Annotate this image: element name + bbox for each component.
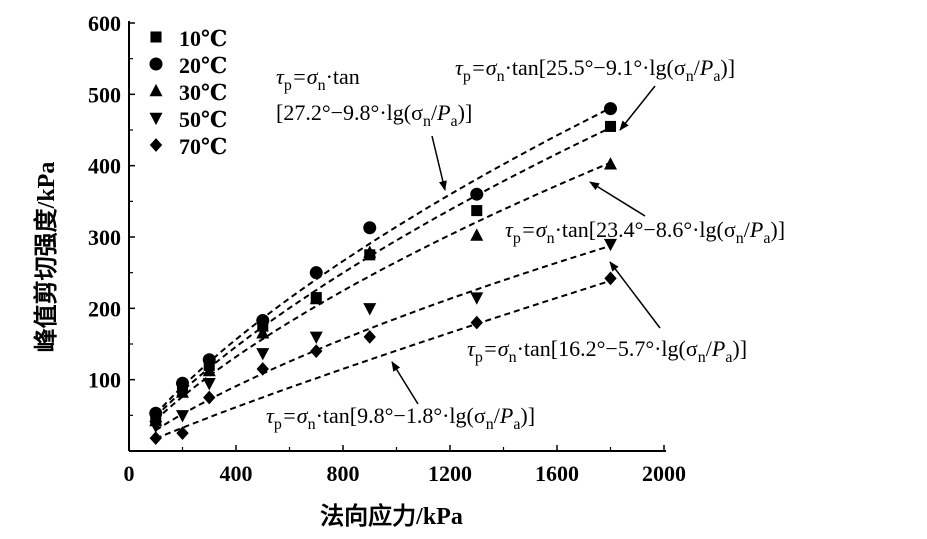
y-tick-label: 400 (88, 154, 121, 179)
data-point (471, 205, 483, 217)
y-tick-label: 600 (88, 11, 121, 36)
legend-label: 30℃ (179, 80, 227, 105)
axes: 0 400 800 1200 1600 2000 100 200 300 400 500 600 法向应… (32, 11, 686, 530)
series-70c (149, 271, 617, 445)
data-point (149, 420, 163, 434)
legend-label: 50℃ (179, 107, 227, 132)
equation-70c: τp=σn·tan[9.8°−1.8°·lg(σn/Pa)] (266, 403, 535, 433)
data-point (604, 120, 617, 132)
data-point (363, 303, 377, 316)
series-20c (149, 102, 617, 420)
data-point (176, 410, 189, 423)
data-point (202, 363, 216, 377)
x-tick-label: 1600 (535, 461, 579, 486)
legend-label: 70℃ (179, 134, 227, 159)
legend-label: 20℃ (179, 53, 227, 78)
legend-marker (149, 57, 163, 71)
data-point (176, 376, 189, 390)
arrow-30c (589, 181, 646, 217)
data-point (203, 390, 216, 405)
fit-curve-50c (155, 244, 611, 432)
data-point (202, 378, 216, 391)
legend-marker (149, 138, 163, 152)
x-tick-label: 400 (220, 461, 253, 486)
x-tick-label: 1200 (428, 461, 472, 486)
data-point (604, 157, 617, 170)
arrow-10c (619, 85, 656, 131)
fit-curve-30c (155, 161, 611, 421)
x-tick-label: 800 (327, 461, 360, 486)
data-point (256, 313, 270, 327)
legend-marker (150, 31, 162, 43)
data-point (202, 353, 216, 367)
data-point (149, 431, 162, 445)
legend: 10℃20℃30℃50℃70℃ (149, 26, 227, 159)
data-point (176, 426, 189, 440)
y-tick-label: 300 (88, 225, 121, 250)
x-tick-label: 2000 (642, 461, 686, 486)
data-point (363, 330, 376, 344)
data-point (309, 266, 323, 280)
legend-label: 10℃ (179, 26, 227, 51)
equation-20c-line2: [27.2°−9.8°·lg(σn/Pa)] (276, 100, 472, 130)
y-axis-title: 峰值剪切强度/kPa (32, 162, 60, 353)
fit-curve-10c (155, 126, 611, 418)
fit-curves (155, 107, 611, 440)
data-point (470, 228, 484, 241)
data-point (470, 187, 484, 201)
equation-20c-line1: τp=σn·tan (276, 64, 360, 94)
data-point (363, 245, 377, 258)
data-point (310, 344, 323, 358)
data-point (256, 362, 269, 376)
data-point (470, 292, 484, 305)
equation-50c: τp=σn·tan[16.2°−5.7°·lg(σn/Pa)] (467, 336, 747, 366)
x-axis-title: 法向应力/kPa (320, 502, 463, 530)
data-point (309, 331, 323, 345)
series-50c (149, 238, 617, 434)
data-point (256, 348, 270, 361)
data-point (176, 385, 189, 398)
series-30c (149, 157, 617, 427)
arrow-50c (609, 261, 661, 329)
y-tick-label: 200 (88, 296, 121, 321)
data-point (309, 291, 323, 305)
fit-curve-20c (155, 107, 611, 415)
arrow-20c (431, 135, 447, 191)
x-tick-label: 0 (124, 461, 135, 486)
data-point (149, 406, 163, 420)
data-point (470, 315, 483, 330)
data-point (604, 238, 617, 252)
data-point (604, 271, 617, 286)
equation-10c: τp=σn·tan[25.5°−9.1°·lg(σn/Pa)] (455, 55, 735, 85)
y-tick-label: 500 (88, 82, 121, 107)
data-point (604, 102, 617, 116)
data-point (363, 221, 377, 235)
equation-30c: τp=σn·tan[23.4°−8.6°·lg(σn/Pa)] (505, 217, 785, 247)
arrow-70c (391, 361, 419, 405)
y-tick-label: 100 (88, 368, 121, 393)
data-points (149, 102, 617, 445)
data-point (256, 326, 270, 339)
legend-marker (149, 83, 163, 97)
legend-marker (149, 112, 163, 126)
series-10c (150, 120, 617, 425)
fit-curve-70c (155, 279, 611, 440)
fit-equations: τp=σn·tan [27.2°−9.8°·lg(σn/Pa)] τp=σn·tan… (266, 55, 785, 433)
